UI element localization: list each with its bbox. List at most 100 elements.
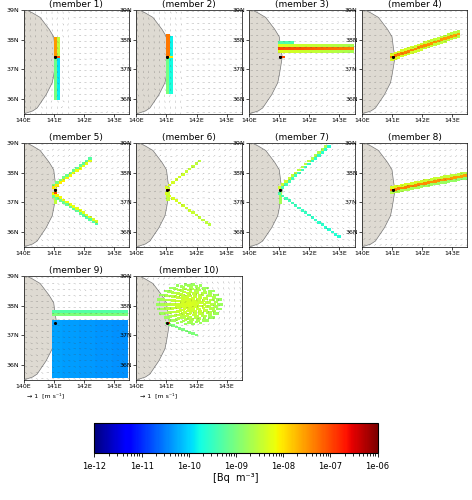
Bar — [180, 290, 184, 292]
Bar — [169, 320, 173, 322]
Bar — [171, 197, 175, 200]
Bar — [443, 176, 447, 178]
Bar — [160, 303, 164, 306]
Bar — [423, 182, 427, 185]
Bar — [88, 357, 92, 360]
Bar — [169, 62, 173, 65]
Bar — [453, 34, 456, 36]
Bar — [53, 42, 57, 44]
X-axis label: [Bq  m⁻³]: [Bq m⁻³] — [213, 474, 259, 484]
Bar — [95, 373, 99, 376]
Bar — [88, 328, 92, 330]
Bar — [52, 341, 55, 344]
Bar — [317, 44, 320, 47]
Bar — [169, 311, 172, 314]
Bar — [287, 42, 291, 44]
Bar — [209, 314, 212, 316]
Bar — [202, 306, 205, 310]
Bar — [174, 310, 177, 313]
Bar — [102, 344, 105, 346]
Bar — [166, 73, 169, 76]
Bar — [105, 370, 109, 373]
Bar — [330, 50, 334, 53]
Bar — [105, 322, 109, 325]
Bar — [169, 44, 173, 46]
Bar — [400, 190, 404, 192]
Bar — [78, 373, 82, 376]
Bar — [173, 299, 177, 302]
Bar — [78, 167, 82, 170]
Bar — [68, 357, 72, 360]
Bar — [158, 303, 161, 306]
Bar — [102, 354, 105, 357]
Bar — [95, 344, 99, 346]
Bar — [167, 312, 170, 314]
Bar — [390, 56, 394, 58]
Bar — [92, 328, 95, 330]
Bar — [62, 322, 65, 325]
Bar — [320, 50, 324, 53]
Bar — [198, 302, 202, 304]
Bar — [423, 42, 427, 44]
Bar — [85, 370, 88, 373]
Bar — [65, 360, 68, 362]
Bar — [52, 333, 55, 336]
Bar — [109, 346, 112, 349]
Bar — [287, 44, 291, 47]
Bar — [320, 224, 324, 226]
Bar — [460, 175, 463, 178]
Bar — [57, 48, 60, 50]
Bar — [125, 330, 128, 333]
Bar — [55, 341, 59, 344]
Bar — [95, 362, 99, 365]
Bar — [53, 63, 57, 66]
Bar — [65, 346, 68, 349]
Bar — [179, 313, 183, 316]
Bar — [214, 306, 218, 308]
Bar — [188, 209, 191, 212]
Bar — [65, 330, 68, 333]
Bar — [57, 50, 60, 53]
Bar — [62, 333, 65, 336]
Bar — [109, 328, 112, 330]
Bar — [291, 50, 294, 53]
Bar — [112, 357, 115, 360]
Bar — [195, 306, 198, 308]
Bar — [191, 310, 194, 312]
Bar — [437, 40, 440, 42]
Bar — [109, 370, 112, 373]
Bar — [95, 314, 99, 316]
Bar — [278, 42, 281, 44]
Bar — [166, 84, 169, 86]
Bar — [201, 292, 204, 294]
Bar — [191, 302, 194, 305]
Title: (member 6): (member 6) — [162, 134, 216, 142]
Bar — [53, 45, 57, 48]
Bar — [211, 298, 215, 301]
Bar — [82, 357, 85, 360]
Polygon shape — [24, 276, 57, 380]
Bar — [125, 354, 128, 357]
Bar — [192, 292, 195, 295]
Bar — [174, 303, 177, 306]
Bar — [167, 303, 170, 306]
Bar — [57, 98, 60, 100]
Bar — [189, 320, 193, 322]
Bar — [59, 322, 62, 325]
Bar — [327, 48, 330, 50]
Bar — [125, 373, 128, 376]
Bar — [404, 54, 407, 56]
Bar — [88, 320, 92, 322]
Bar — [180, 316, 184, 319]
Bar — [85, 162, 88, 165]
Bar — [450, 35, 453, 37]
Bar — [189, 316, 193, 318]
Bar — [53, 71, 57, 74]
Bar — [85, 214, 88, 216]
Bar — [314, 50, 317, 53]
Bar — [334, 50, 337, 53]
Bar — [166, 37, 169, 40]
Bar — [59, 314, 62, 316]
Bar — [82, 320, 85, 322]
Bar — [184, 303, 187, 306]
